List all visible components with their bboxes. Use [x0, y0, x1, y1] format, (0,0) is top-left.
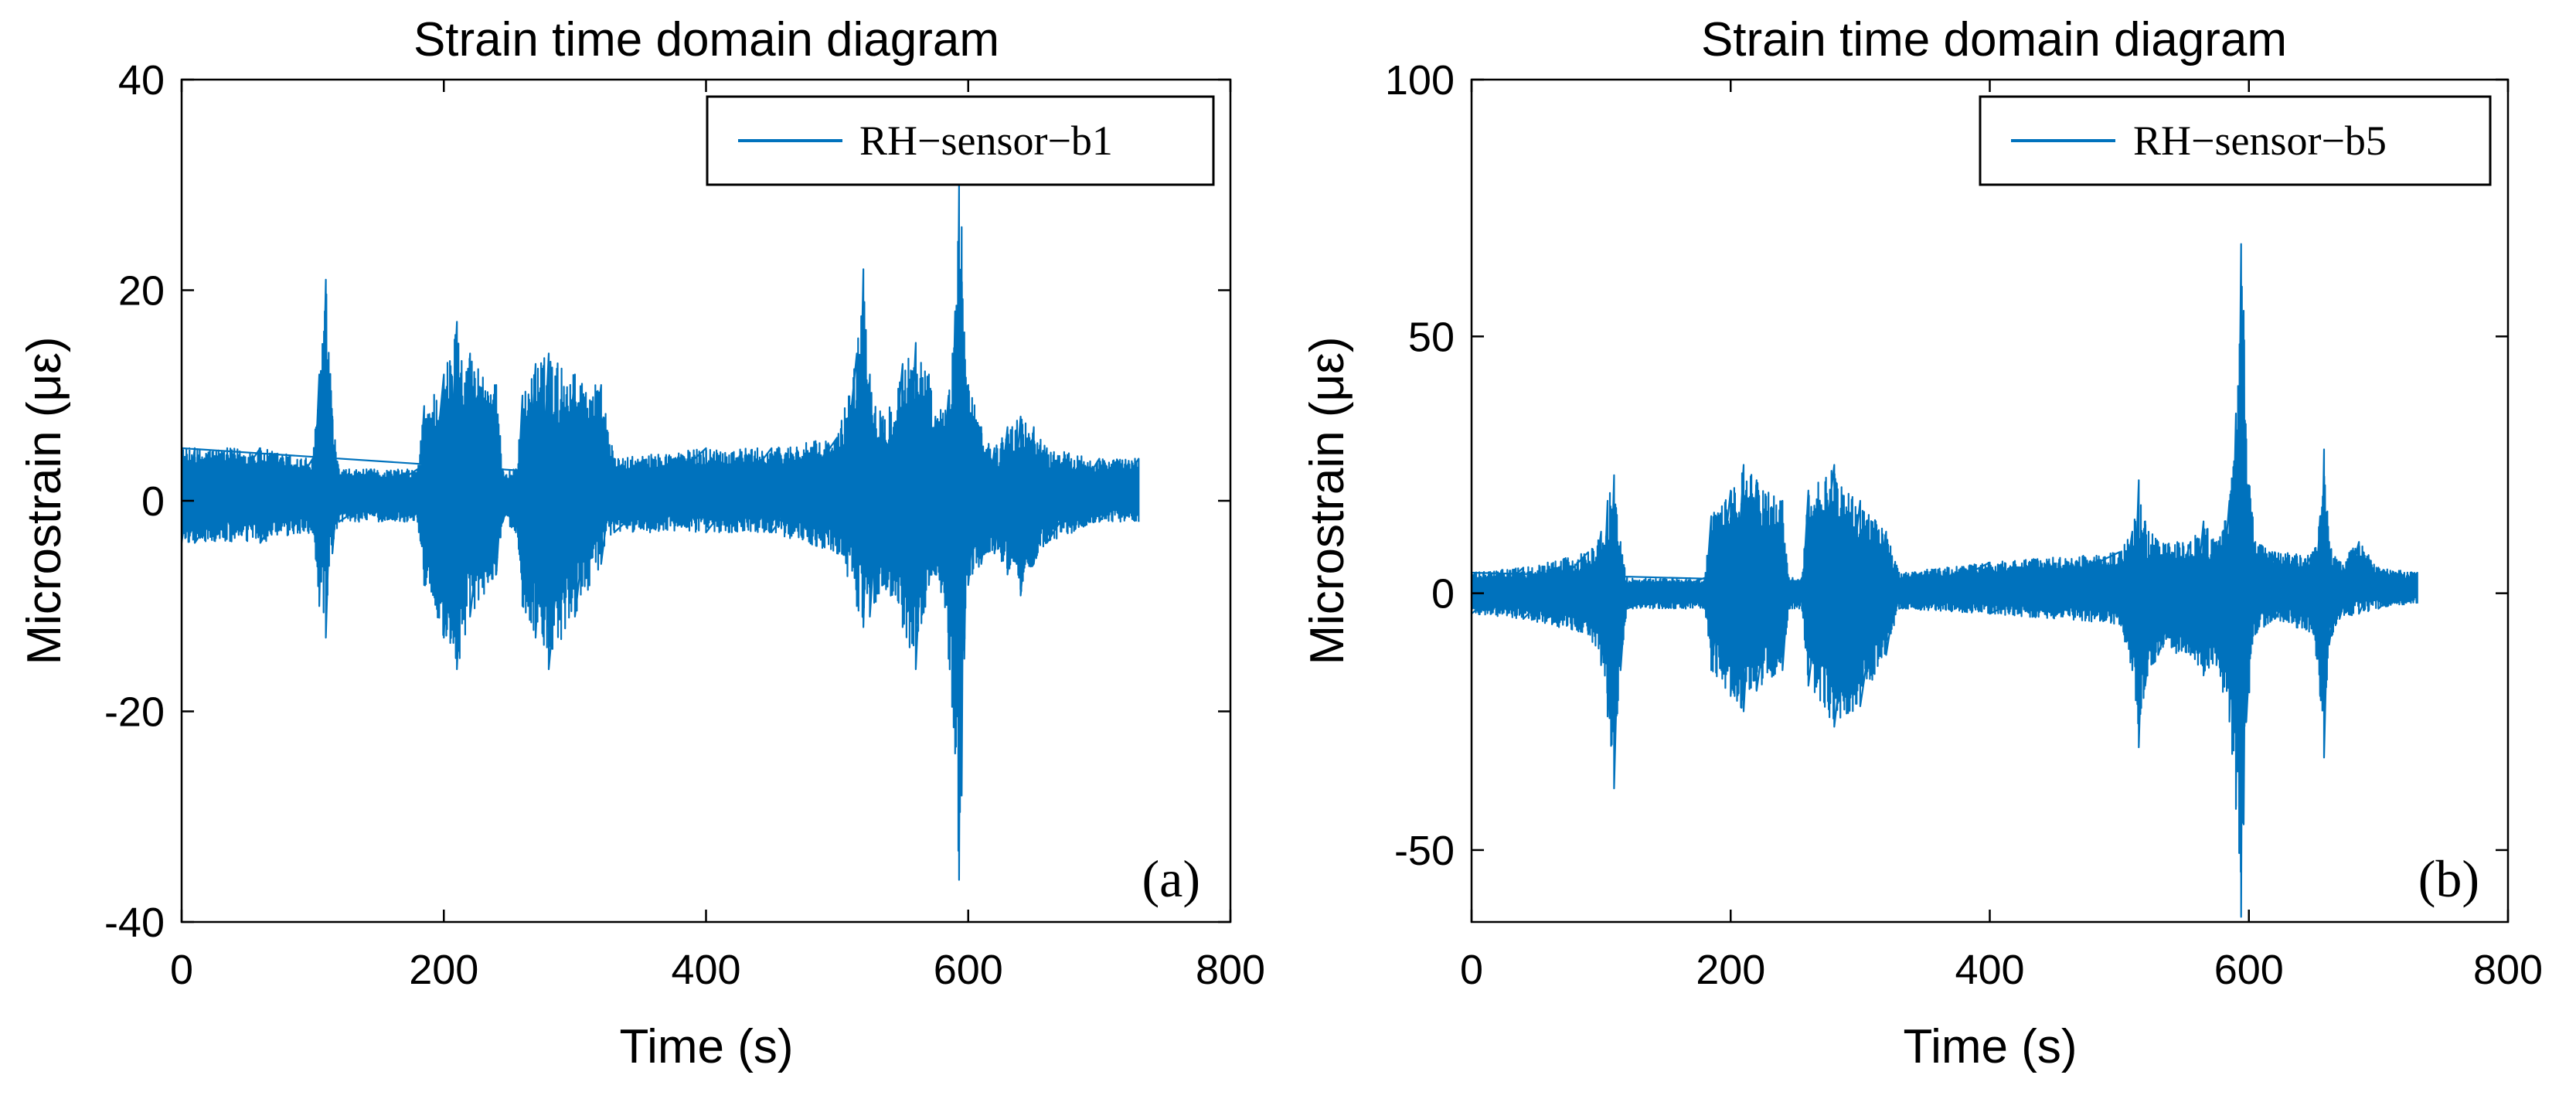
x-tick-label: 200: [1696, 947, 1765, 993]
legend: RH−sensor−b1: [706, 95, 1215, 186]
ticks: 0 200 400 600 800 -40 -20 0 20 40: [104, 57, 1265, 993]
legend-entry: RH−sensor−b1: [859, 117, 1113, 164]
series-line-1: [1472, 243, 2418, 918]
chart-panel-b: Strain time domain diagram 0 200 400 600 800…: [1301, 13, 2543, 1073]
legend-entry: RH−sensor−b5: [2133, 117, 2387, 164]
panel-label: (a): [1142, 849, 1200, 908]
y-tick-label: 0: [1431, 571, 1455, 617]
x-axis-label: Time (s): [1904, 1020, 2077, 1073]
series-line-1: [182, 184, 1140, 881]
y-tick-label: -40: [104, 900, 165, 946]
plot-area: [182, 184, 1140, 881]
y-tick-label: 40: [118, 57, 165, 104]
x-tick-label: 400: [671, 947, 740, 993]
x-tick-label: 200: [409, 947, 478, 993]
chart-panel-a: Strain time domain diagram 0 200 400 600 800…: [18, 13, 1265, 1073]
y-axis-label: Microstrain (με): [1301, 336, 1354, 665]
x-tick-label: 0: [170, 947, 193, 993]
y-tick-label: -20: [104, 689, 165, 736]
x-tick-label: 800: [1196, 947, 1265, 993]
y-axis-label: Microstrain (με): [18, 336, 71, 665]
y-tick-label: -50: [1394, 828, 1455, 874]
y-tick-label: 50: [1408, 314, 1455, 360]
y-tick-label: 0: [141, 478, 165, 525]
x-tick-label: 600: [934, 947, 1003, 993]
axes-box: [1470, 78, 2510, 924]
legend: RH−sensor−b5: [1979, 95, 2492, 186]
y-tick-label: 20: [118, 268, 165, 315]
chart-title: Strain time domain diagram: [1701, 13, 2287, 66]
plot-area: [1472, 243, 2418, 918]
x-tick-label: 800: [2473, 947, 2543, 993]
ticks: 0 200 400 600 800 -50 0 50 100: [1385, 57, 2543, 993]
panel-label: (b): [2418, 849, 2479, 908]
chart-title: Strain time domain diagram: [413, 13, 999, 66]
x-tick-label: 0: [1460, 947, 1483, 993]
x-tick-label: 400: [1955, 947, 2024, 993]
x-axis-label: Time (s): [620, 1020, 794, 1073]
y-tick-label: 100: [1385, 57, 1455, 104]
x-tick-label: 600: [2214, 947, 2284, 993]
